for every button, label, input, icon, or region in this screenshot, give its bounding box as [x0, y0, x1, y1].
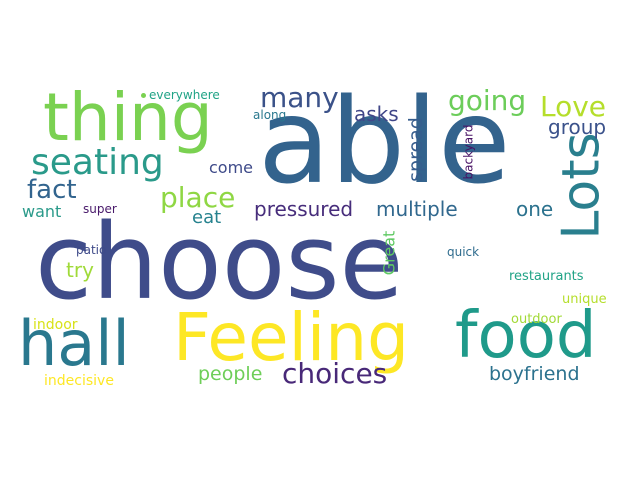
word-come: come	[209, 158, 254, 177]
word-along: along	[253, 108, 287, 122]
word-people: people	[198, 363, 263, 385]
word-food: food	[455, 299, 597, 373]
word-choices: choices	[282, 357, 388, 390]
word-spread: spread	[404, 117, 427, 182]
word-eat: eat	[192, 207, 222, 228]
word-one: one	[516, 197, 554, 221]
word-going: going	[448, 84, 527, 117]
word-patio: patio	[76, 243, 107, 257]
word-lots: Lots	[551, 132, 612, 240]
word-indecisive: indecisive	[44, 373, 114, 389]
word-able: able	[258, 72, 511, 210]
word-want: want	[22, 202, 62, 221]
word-thing: thing	[43, 79, 213, 156]
word-hall: hall	[18, 307, 130, 380]
word-love: Love	[540, 90, 607, 123]
word-group: group	[548, 115, 607, 139]
word-place: place	[160, 181, 236, 214]
word-great: Great	[379, 230, 399, 276]
word-indoor: indoor	[33, 317, 78, 333]
word-asks: asks	[354, 102, 399, 126]
word-many: many	[260, 81, 339, 114]
word-backyard: backyard	[461, 124, 476, 180]
word-choose: choose	[35, 201, 404, 323]
word-fact: fact	[27, 175, 77, 205]
word-outdoor: outdoor	[511, 312, 562, 327]
word-seating: seating	[31, 142, 164, 183]
word-quick: quick	[447, 245, 480, 259]
word-pressured: pressured	[254, 197, 354, 221]
word-restaurants: restaurants	[509, 269, 584, 284]
word-feeling: Feeling	[173, 299, 409, 376]
word-everywhere: everywhere	[149, 88, 220, 102]
word-unique: unique	[562, 292, 607, 307]
word-try: try	[66, 258, 94, 282]
word-boyfriend: boyfriend	[489, 363, 580, 385]
word-multiple: multiple	[376, 197, 458, 221]
dot-mark	[141, 93, 146, 98]
word-super: super	[83, 202, 117, 216]
